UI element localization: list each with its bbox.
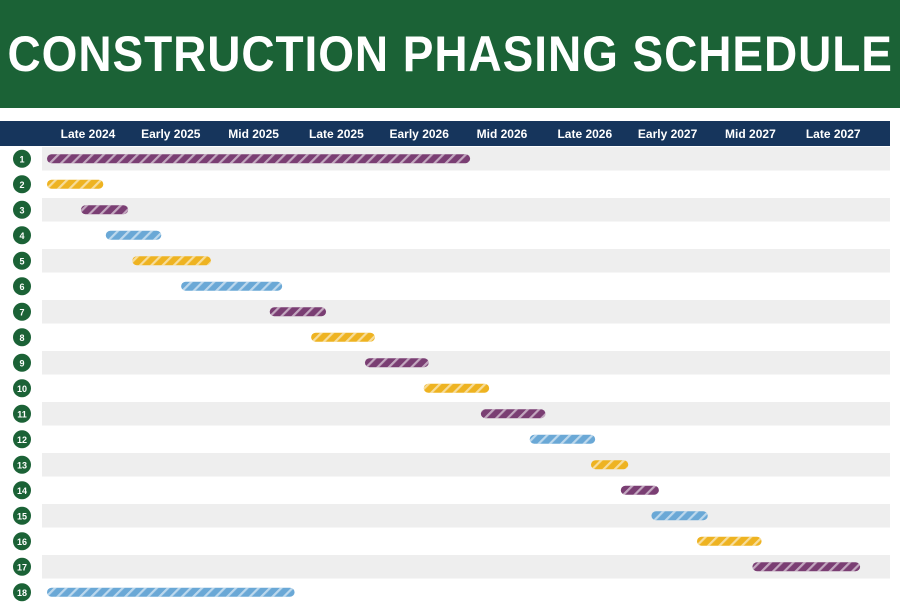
task-number: 13 — [17, 460, 27, 470]
task-bar — [132, 256, 211, 266]
task-number-badge: 8 — [13, 328, 31, 347]
task-number-badge: 17 — [13, 557, 31, 576]
timeline-label: Early 2027 — [638, 127, 698, 141]
task-bar — [364, 358, 429, 368]
task-bar — [590, 460, 629, 470]
timeline-label: Late 2026 — [557, 127, 612, 141]
task-number-badge: 4 — [13, 226, 31, 245]
task-number-badge: 5 — [13, 251, 31, 270]
row-band — [42, 555, 890, 579]
task-number-badge: 6 — [13, 277, 31, 296]
timeline-label: Mid 2027 — [725, 127, 776, 141]
task-bar — [47, 154, 471, 164]
task-bar — [696, 536, 762, 546]
task-bar — [311, 332, 375, 342]
task-number: 8 — [19, 333, 24, 343]
task-number: 10 — [17, 384, 27, 394]
task-number: 15 — [17, 511, 27, 521]
task-bar — [105, 230, 162, 240]
task-bar — [423, 383, 490, 393]
row-band — [42, 300, 890, 324]
row-band — [42, 453, 890, 477]
task-number-badge: 18 — [13, 583, 31, 602]
gantt-chart: Late 2024 Early 2025 Mid 2025 Late 2025 Earl… — [0, 121, 890, 602]
task-number: 3 — [19, 205, 24, 215]
timeline-label: Late 2025 — [309, 127, 364, 141]
task-number-badge: 15 — [13, 506, 31, 525]
task-number-badge: 1 — [13, 149, 31, 168]
timeline-label: Late 2024 — [61, 127, 116, 141]
row-band — [42, 198, 890, 222]
task-number-badge: 10 — [13, 379, 31, 398]
task-number-badge: 13 — [13, 455, 31, 474]
task-number: 6 — [19, 282, 24, 292]
task-number: 2 — [19, 180, 24, 190]
task-number: 5 — [19, 256, 24, 266]
row-band — [42, 249, 890, 273]
task-number: 14 — [17, 486, 27, 496]
task-bar — [47, 179, 104, 189]
divider — [0, 108, 900, 121]
task-number: 11 — [17, 409, 27, 419]
task-bar — [529, 434, 596, 444]
task-bar — [620, 485, 659, 495]
task-bar — [269, 307, 327, 317]
task-number: 4 — [19, 231, 24, 241]
task-number-badge: 9 — [13, 353, 31, 372]
timeline-label: Mid 2026 — [477, 127, 528, 141]
task-number: 12 — [17, 435, 27, 445]
task-number: 7 — [19, 307, 24, 317]
title-banner: CONSTRUCTION PHASING SCHEDULE — [0, 0, 900, 108]
timeline-label: Early 2026 — [390, 127, 450, 141]
row-band — [42, 351, 890, 375]
task-bar — [47, 587, 295, 597]
task-number-badge: 3 — [13, 200, 31, 219]
task-bar — [651, 511, 708, 521]
task-bar — [181, 281, 283, 291]
timeline-label: Early 2025 — [141, 127, 201, 141]
row-band — [42, 402, 890, 426]
task-bar — [80, 205, 129, 215]
task-number-badge: 7 — [13, 302, 31, 321]
task-bar — [480, 409, 546, 419]
task-number-badge: 14 — [13, 481, 31, 500]
task-number-badge: 11 — [13, 404, 31, 423]
page-title: CONSTRUCTION PHASING SCHEDULE — [7, 26, 893, 82]
timeline-header — [0, 121, 890, 146]
task-number-badge: 16 — [13, 532, 31, 551]
task-number-badge: 12 — [13, 430, 31, 449]
task-bar — [752, 562, 861, 572]
timeline-label: Late 2027 — [806, 127, 861, 141]
task-number-badge: 2 — [13, 175, 31, 194]
timeline-label: Mid 2025 — [228, 127, 279, 141]
task-number: 18 — [17, 588, 27, 598]
row-band — [42, 504, 890, 528]
task-number: 9 — [19, 358, 24, 368]
task-number: 16 — [17, 537, 27, 547]
task-number: 17 — [17, 562, 27, 572]
task-number: 1 — [19, 154, 24, 164]
